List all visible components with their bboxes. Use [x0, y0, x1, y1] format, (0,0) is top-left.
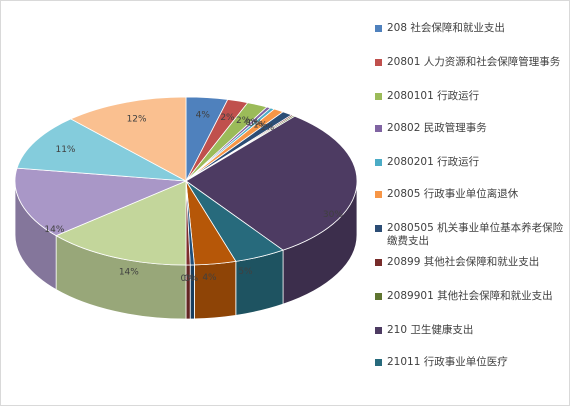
legend-item: 210 卫生健康支出 — [375, 324, 565, 337]
pie-top-layer — [14, 96, 358, 266]
pie-slice-15 — [14, 167, 187, 237]
data-label-11: 4% — [202, 273, 217, 283]
data-label-12: 0% — [184, 274, 199, 284]
legend-swatch — [375, 293, 382, 300]
data-label-14: 14% — [119, 268, 139, 278]
legend-swatch — [375, 25, 382, 32]
legend-item: 21011 行政事业单位医疗 — [375, 356, 565, 369]
legend-label: 20801 人力资源和社会保障管理事务 — [387, 56, 561, 68]
legend-swatch — [375, 191, 382, 198]
data-label-13: 0% — [181, 274, 196, 284]
legend-swatch — [375, 259, 382, 266]
legend-item: 20805 行政事业单位离退休 — [375, 188, 565, 201]
data-label-6: 1% — [260, 123, 275, 133]
legend-label: 20899 其他社会保障和就业支出 — [387, 256, 540, 268]
legend-item: 2080201 行政运行 — [375, 156, 565, 169]
legend-item: 20802 民政管理事务 — [375, 122, 565, 135]
data-label-0: 4% — [196, 110, 211, 120]
legend-label: 21011 行政事业单位医疗 — [387, 356, 508, 368]
legend-swatch — [375, 125, 382, 132]
legend-label: 2080505 机关事业单位基本养老保险缴费支出 — [387, 222, 564, 247]
pie-slice-17 — [69, 96, 187, 182]
pie-slice-16 — [16, 118, 187, 182]
data-label-17: 12% — [127, 114, 147, 124]
data-label-15: 14% — [44, 225, 64, 235]
legend-label: 2080101 行政运行 — [387, 90, 480, 102]
legend-swatch — [375, 159, 382, 166]
legend-item: 20899 其他社会保障和就业支出 — [375, 256, 565, 269]
legend-label: 2080201 行政运行 — [387, 156, 480, 168]
legend-item: 2080101 行政运行 — [375, 90, 565, 103]
data-label-10: 5% — [238, 267, 253, 277]
legend-swatch — [375, 359, 382, 366]
data-labels: 4% 2% 2%0%0%1%1%30%5%4%0%0%14%14%11%12% — [44, 110, 343, 284]
pie-slice-14 — [55, 180, 187, 266]
pie-slice-9 — [185, 115, 358, 251]
legend-label: 20802 民政管理事务 — [387, 122, 487, 134]
data-label-1: 2% — [220, 113, 235, 123]
legend-swatch — [375, 93, 382, 100]
data-label-4: 0% — [248, 119, 263, 129]
legend-item: 2080505 机关事业单位基本养老保险缴费支出 — [375, 222, 565, 248]
legend-label: 210 卫生健康支出 — [387, 324, 474, 336]
legend-swatch — [375, 59, 382, 66]
data-label-16: 11% — [55, 145, 75, 155]
legend-label: 2089901 其他社会保障和就业支出 — [387, 290, 553, 302]
legend-item: 2089901 其他社会保障和就业支出 — [375, 290, 565, 303]
data-label-5: 1% — [253, 121, 268, 131]
legend-item: 208 社会保障和就业支出 — [375, 22, 565, 35]
data-label-3: 0% — [245, 118, 260, 128]
legend-swatch — [375, 327, 382, 334]
data-label-9: 30% — [323, 210, 343, 220]
legend-swatch — [375, 225, 382, 232]
pie-slice-side-11 — [194, 260, 237, 320]
legend-label: 208 社会保障和就业支出 — [387, 22, 505, 34]
legend-label: 20805 行政事业单位离退休 — [387, 188, 519, 200]
legend-item: 20801 人力资源和社会保障管理事务 — [375, 56, 565, 69]
data-label-2: 2% — [236, 116, 251, 126]
